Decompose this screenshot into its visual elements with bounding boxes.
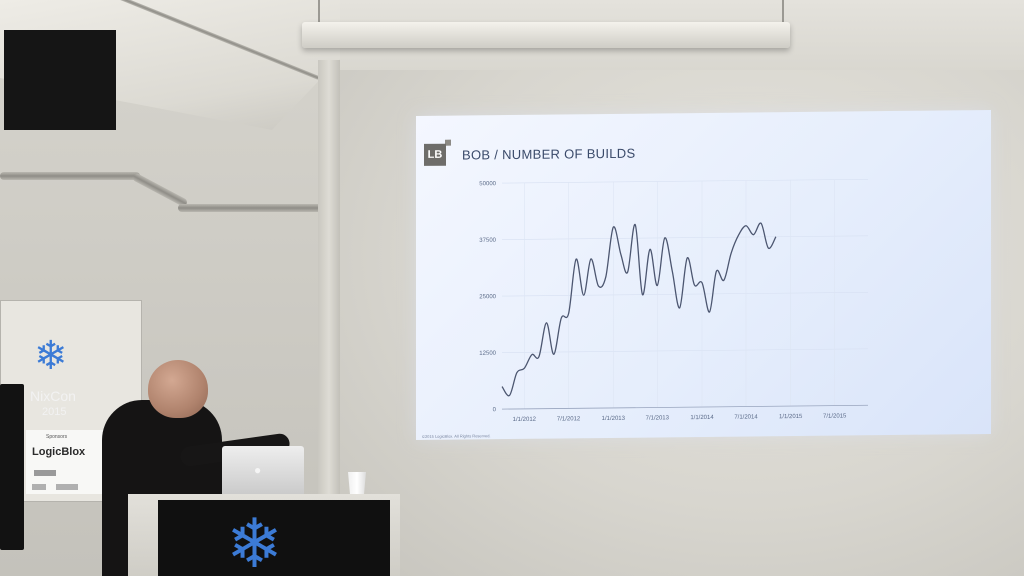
- lamp-wire: [318, 0, 320, 22]
- x-tick-label: 7/1/2013: [646, 415, 670, 421]
- banner-sponsors-panel: [26, 430, 106, 494]
- sponsor-logo-small: [32, 484, 46, 490]
- slide-copyright: ©2015 LogicBlox. All Rights Reserved.: [422, 433, 491, 439]
- y-tick-label: 0: [493, 407, 497, 413]
- x-tick-label: 1/1/2012: [513, 417, 537, 423]
- lamp-wire: [782, 0, 784, 22]
- ceiling-pipe: [178, 204, 340, 212]
- lectern-snowflake-icon: ❄: [226, 506, 283, 576]
- x-tick-label: 1/1/2015: [779, 414, 803, 420]
- lectern-front-panel: [158, 500, 390, 576]
- ceiling-pipe: [0, 172, 140, 180]
- apple-logo-icon: ●: [254, 463, 262, 477]
- sponsor-logicblox: LogicBlox: [32, 446, 86, 458]
- y-tick-label: 25000: [479, 294, 496, 300]
- paper-cup: [348, 472, 366, 496]
- sponsors-heading: Sponsors: [46, 434, 68, 440]
- sponsor-logo-small: [34, 470, 56, 476]
- series-line: [501, 222, 777, 397]
- loudspeaker: [0, 384, 24, 550]
- y-gridline: [502, 348, 868, 353]
- banner-title: NixCon: [30, 388, 76, 404]
- y-tick-label: 37500: [479, 238, 496, 244]
- x-tick-label: 7/1/2012: [557, 416, 581, 422]
- x-tick-label: 7/1/2014: [734, 414, 758, 420]
- y-gridline: [502, 291, 868, 297]
- x-tick-label: 7/1/2015: [823, 413, 847, 419]
- y-tick-label: 50000: [479, 181, 496, 187]
- x-tick-label: 1/1/2014: [690, 415, 714, 421]
- speaker-head: [148, 360, 208, 418]
- wall-column: [318, 60, 340, 576]
- laptop: [222, 446, 304, 498]
- line-chart: 0 12500 25000 37500 50000 1/1/2012 7/1/2012 1/1…: [479, 178, 868, 423]
- banner-dark-panel: [4, 30, 116, 130]
- y-gridline: [502, 178, 868, 184]
- y-tick-label: 12500: [479, 351, 496, 357]
- nix-snowflake-icon: ❄: [34, 334, 68, 378]
- sponsor-logo-small: [56, 484, 78, 490]
- x-tick-label: 1/1/2013: [602, 416, 626, 422]
- banner-year: 2015: [42, 406, 67, 418]
- projected-slide: LB BOB / NUMBER OF BUILDS 0 12500 25000 375…: [416, 109, 991, 441]
- ceiling-lamp: [302, 22, 790, 48]
- x-axis-line: [502, 404, 868, 410]
- y-gridline: [502, 235, 868, 240]
